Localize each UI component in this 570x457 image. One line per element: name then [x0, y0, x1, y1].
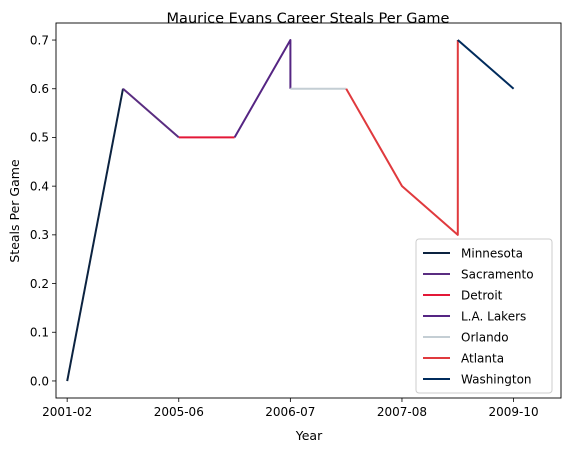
- y-axis: 0.0 0.1 0.2 0.3 0.4 0.5 0.6 0.7: [30, 33, 56, 388]
- x-axis: 2001-022005-062006-072007-082009-102011-…: [42, 398, 539, 419]
- legend-label: Washington: [461, 372, 532, 386]
- legend: Minnesota Sacramento Detroit L.A. Lakers Orl…: [415, 238, 553, 394]
- x-tick-label: 2006-07: [265, 405, 315, 419]
- legend-label: Orlando: [461, 330, 509, 344]
- legend-box: [415, 238, 553, 394]
- y-tick-label: 0.3: [30, 228, 49, 242]
- series-line-1: [122, 87, 180, 139]
- legend-label: Detroit: [461, 288, 503, 302]
- x-tick-label: 2007-08: [377, 405, 427, 419]
- series-line-0: [66, 88, 124, 382]
- y-tick-label: 0.1: [30, 326, 49, 340]
- legend-label: L.A. Lakers: [461, 309, 526, 323]
- legend-label: Sacramento: [461, 267, 534, 281]
- series-line-3: [233, 39, 292, 138]
- x-tick-label: 2009-10: [488, 405, 538, 419]
- series-line-6: [457, 39, 515, 90]
- x-tick-label: 2005-06: [154, 405, 204, 419]
- y-tick-label: 0.7: [30, 33, 49, 47]
- plot-frame: [55, 22, 562, 399]
- y-tick-label: 0.4: [30, 179, 49, 193]
- chart-title: Maurice Evans Career Steals Per Game: [167, 11, 450, 27]
- x-axis-label: Year: [295, 428, 323, 443]
- y-tick-label: 0.5: [30, 131, 49, 145]
- series-line-5: [345, 40, 459, 236]
- legend-label: Atlanta: [461, 351, 504, 365]
- legend-label: Minnesota: [461, 246, 523, 260]
- y-tick-label: 0.6: [30, 82, 49, 96]
- y-tick-label: 0.2: [30, 277, 49, 291]
- y-tick-label: 0.0: [30, 374, 49, 388]
- series-lines: [66, 39, 515, 382]
- x-tick-label: 2001-02: [42, 405, 92, 419]
- y-axis-label: Steals Per Game: [7, 159, 22, 263]
